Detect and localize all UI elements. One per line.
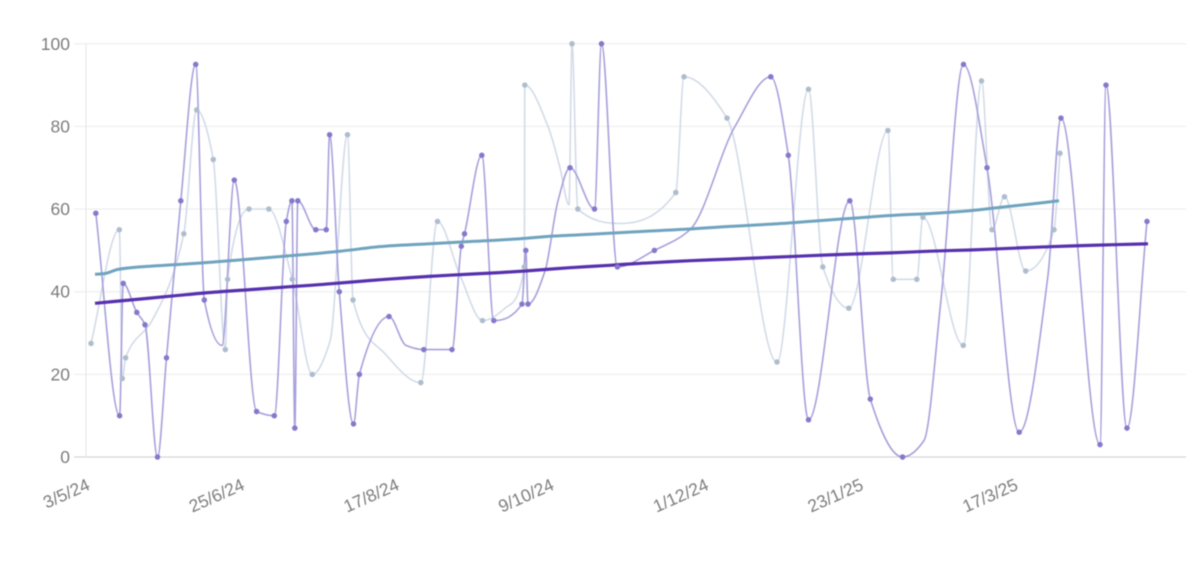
svg-text:60: 60 <box>51 199 71 219</box>
svg-text:80: 80 <box>51 116 71 136</box>
svg-text:100: 100 <box>41 34 70 54</box>
svg-text:20: 20 <box>51 364 71 384</box>
svg-text:40: 40 <box>51 282 71 302</box>
svg-text:0: 0 <box>60 447 70 467</box>
